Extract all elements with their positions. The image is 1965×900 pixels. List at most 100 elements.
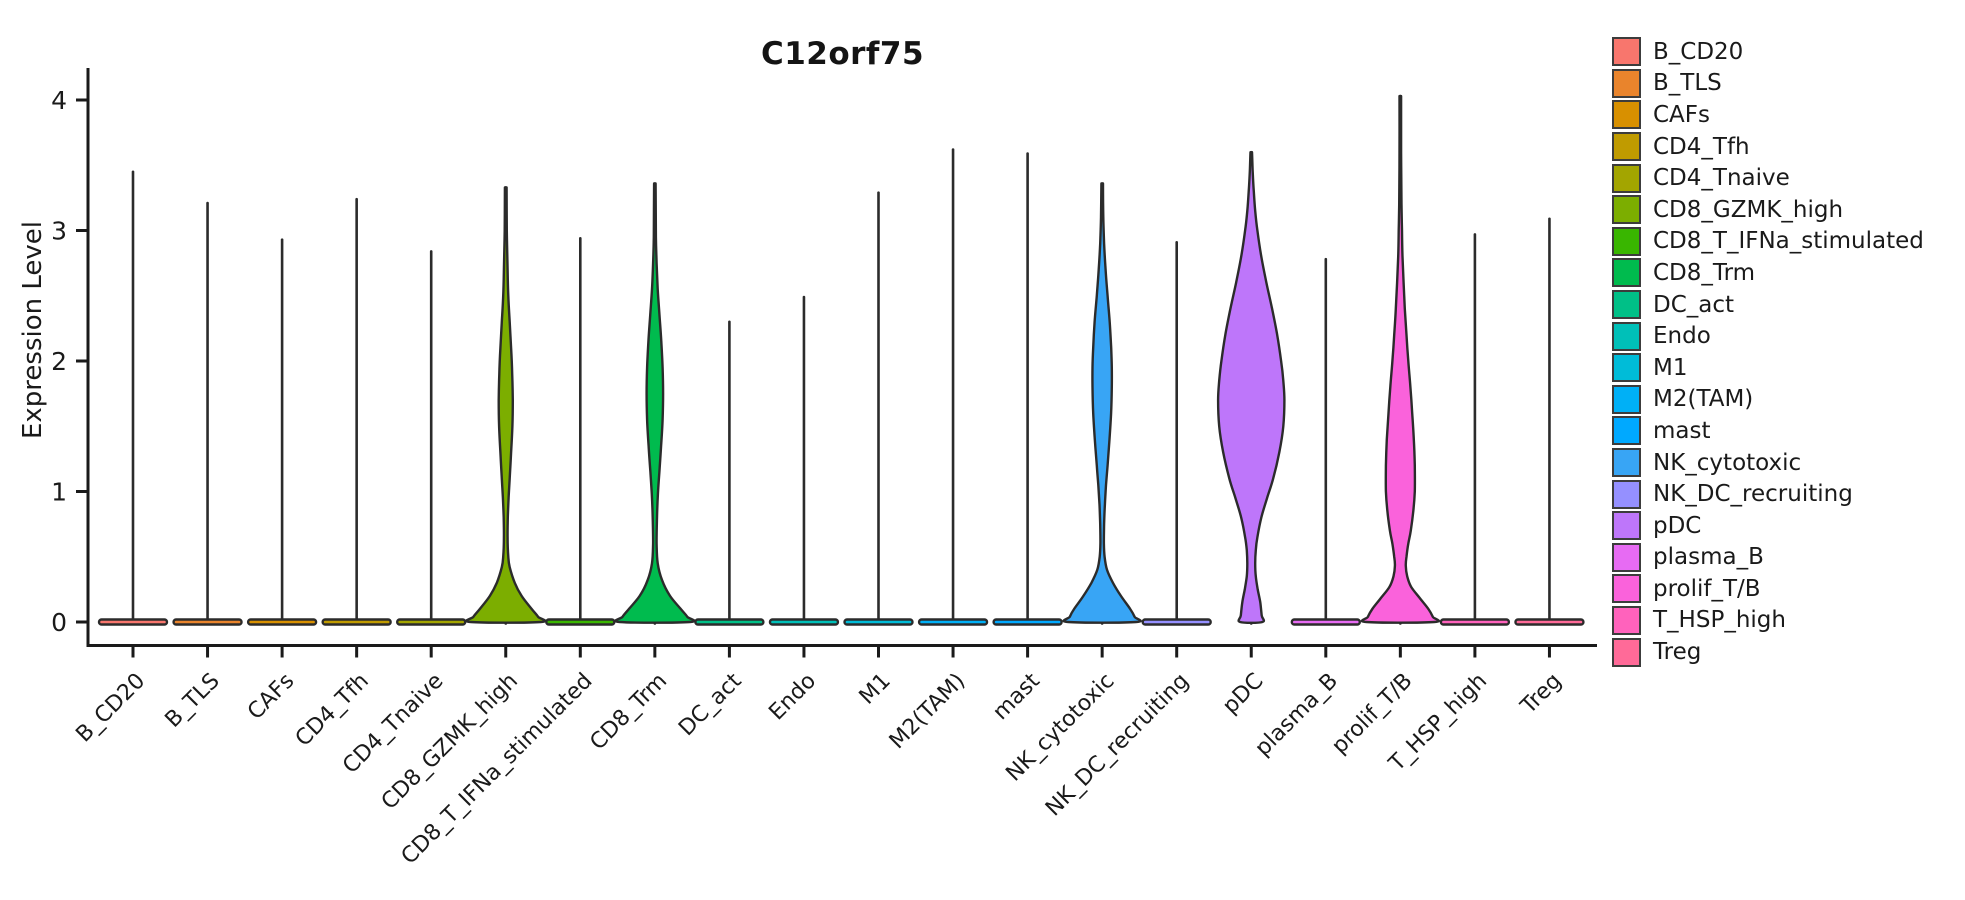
legend-swatch <box>1612 384 1641 414</box>
legend-label: B_CD20 <box>1653 38 1744 65</box>
legend-swatch <box>1612 226 1641 256</box>
violin-NK_cytotoxic <box>1062 182 1142 625</box>
chart-title: C12orf75 <box>760 36 925 72</box>
violin-base <box>1141 618 1212 626</box>
x-tick-label: Endo <box>764 669 821 726</box>
legend-label: plasma_B <box>1653 544 1764 571</box>
legend-swatch <box>1612 605 1641 635</box>
legend-item: B_CD20 <box>1612 36 1924 68</box>
legend-swatch <box>1612 637 1641 667</box>
legend-swatch <box>1612 258 1641 288</box>
x-tick-label: pDC <box>1218 669 1268 719</box>
x-tick-label: B_CD20 <box>71 669 150 748</box>
x-tick-label: B_TLS <box>161 669 225 733</box>
legend-swatch <box>1612 321 1641 351</box>
legend-label: prolif_T/B <box>1653 575 1761 602</box>
legend-item: NK_cytotoxic <box>1612 447 1924 479</box>
violin-prolif_T/B <box>1360 94 1441 625</box>
x-tick-label: mast <box>988 668 1045 725</box>
legend-swatch <box>1612 195 1641 225</box>
legend-label: NK_DC_recruiting <box>1653 481 1853 508</box>
violin-CD8_Trm <box>614 182 696 625</box>
y-tick-label: 4 <box>51 86 67 115</box>
legend: B_CD20 B_TLS CAFs CD4_Tfh CD4_Tnaive CD8_GZMK… <box>1612 36 1924 668</box>
violin-body <box>1062 182 1142 624</box>
legend-item: CD4_Tnaive <box>1612 162 1924 194</box>
legend-label: CD8_T_IFNa_stimulated <box>1653 228 1924 255</box>
legend-item: mast <box>1612 415 1924 447</box>
legend-label: CD8_GZMK_high <box>1653 196 1844 223</box>
violin-CAFs <box>246 238 318 626</box>
violin-B_TLS <box>172 201 243 626</box>
violin-base <box>1514 618 1585 626</box>
legend-label: CD4_Tfh <box>1653 133 1750 160</box>
legend-label: CD8_Trm <box>1653 259 1756 286</box>
legend-label: M1 <box>1653 354 1688 381</box>
legend-swatch <box>1612 132 1641 162</box>
legend-swatch <box>1612 479 1641 509</box>
x-tick-label: Treg <box>1516 669 1567 720</box>
legend-item: Treg <box>1612 636 1924 668</box>
violin-base <box>321 618 392 626</box>
violin-CD4_Tnaive <box>396 250 467 626</box>
legend-label: Treg <box>1653 639 1702 666</box>
legend-label: M2(TAM) <box>1653 386 1754 413</box>
violin-base <box>1439 618 1511 626</box>
legend-item: pDC <box>1612 510 1924 542</box>
legend-label: pDC <box>1653 512 1702 539</box>
legend-swatch <box>1612 511 1641 541</box>
violin-plasma_B <box>1290 257 1362 626</box>
legend-label: CD4_Tnaive <box>1653 165 1790 192</box>
violin-body <box>1216 151 1286 625</box>
legend-label: DC_act <box>1653 291 1735 318</box>
violin-T_HSP_high <box>1439 233 1511 626</box>
y-tick-label: 0 <box>51 608 67 637</box>
x-tick-label: CAFs <box>243 669 299 725</box>
y-axis-title: Expression Level <box>18 220 48 440</box>
legend-swatch <box>1612 448 1641 478</box>
legend-item: CD8_Trm <box>1612 257 1924 289</box>
legend-swatch <box>1612 353 1641 383</box>
legend-label: NK_cytotoxic <box>1653 449 1802 476</box>
legend-item: prolif_T/B <box>1612 573 1924 605</box>
x-tick-label: CD8_GZMK_high <box>377 669 523 815</box>
legend-swatch <box>1612 574 1641 604</box>
violin-base <box>992 618 1063 626</box>
violins <box>97 94 1585 626</box>
violin-base <box>97 618 169 626</box>
legend-swatch <box>1612 416 1641 446</box>
violin-base <box>694 618 765 626</box>
legend-item: CD4_Tfh <box>1612 131 1924 163</box>
violin-base <box>246 618 318 626</box>
violin-base <box>1290 618 1362 626</box>
legend-label: CAFs <box>1653 101 1711 128</box>
y-axis: 0 1 2 3 4 <box>51 86 88 637</box>
legend-item: Endo <box>1612 320 1924 352</box>
violin-body <box>465 186 547 624</box>
legend-item: M1 <box>1612 352 1924 384</box>
violin-pDC <box>1216 150 1286 625</box>
legend-item: NK_DC_recruiting <box>1612 478 1924 510</box>
x-tick-label: M2(TAM) <box>885 669 970 754</box>
axes <box>86 68 1597 647</box>
x-tick-label: DC_act <box>674 668 747 741</box>
violin-NK_DC_recruiting <box>1141 240 1212 626</box>
x-axis: B_CD20 B_TLS CAFsCD4_TfhCD4_TnaiveCD8_GZMK… <box>71 645 1567 869</box>
legend-swatch <box>1612 100 1641 130</box>
legend-label: mast <box>1653 417 1711 444</box>
legend-item: plasma_B <box>1612 542 1924 574</box>
legend-item: CAFs <box>1612 99 1924 131</box>
legend-item: B_TLS <box>1612 68 1924 100</box>
violin-base <box>172 618 243 626</box>
x-tick-label: NK_DC_recruiting <box>1041 669 1194 822</box>
violin-DC_act <box>694 320 765 626</box>
violin-Endo <box>768 295 840 626</box>
legend-swatch <box>1612 290 1641 320</box>
legend-swatch <box>1612 163 1641 193</box>
legend-swatch <box>1612 68 1641 98</box>
violin-CD8_GZMK_high <box>465 186 547 625</box>
violin-Treg <box>1514 217 1585 626</box>
violin-base <box>917 618 989 626</box>
